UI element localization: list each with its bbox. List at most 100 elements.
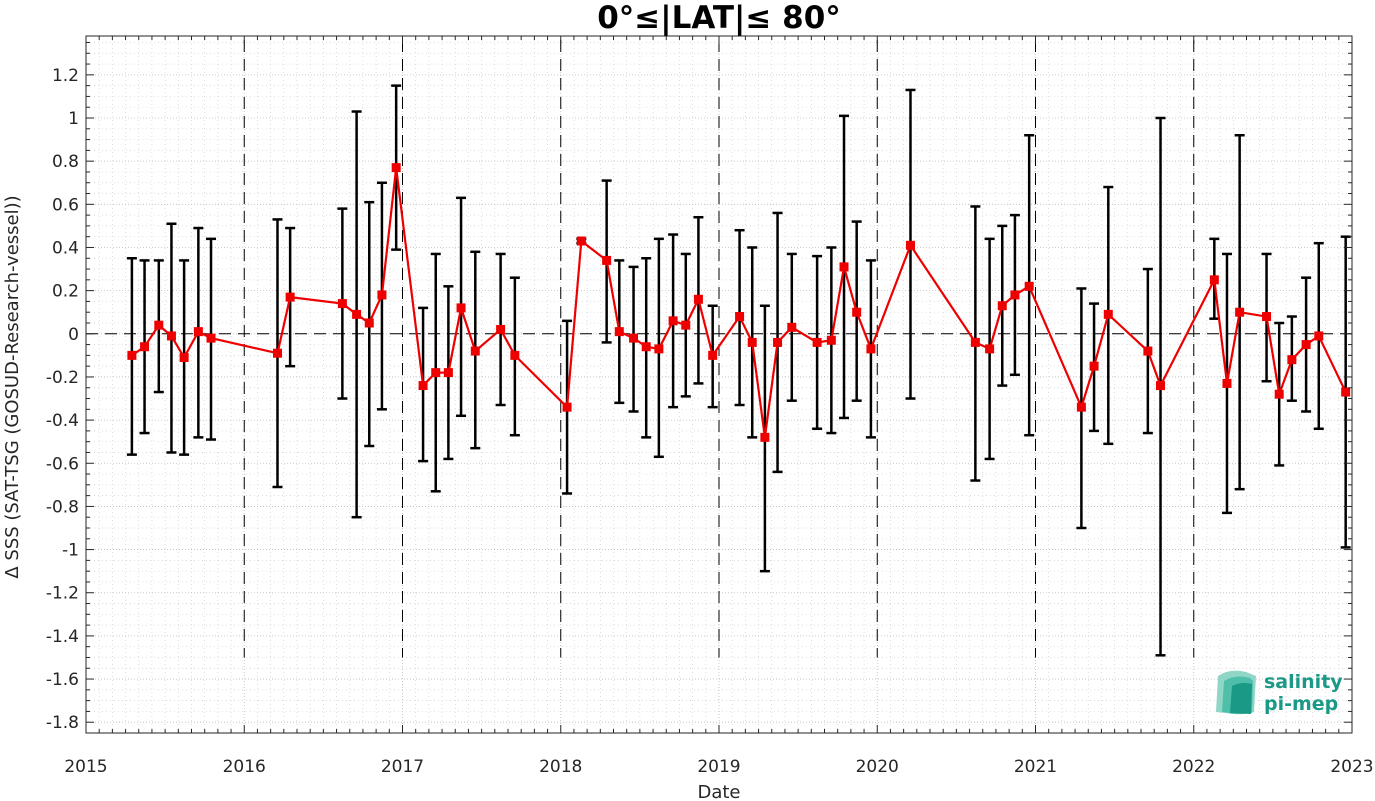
y-tick-label: 1.2 — [52, 66, 79, 86]
x-tick-label: 2020 — [856, 757, 899, 777]
data-point-marker — [852, 307, 862, 317]
data-point-marker — [839, 262, 849, 272]
data-point-marker — [418, 381, 428, 391]
x-tick-label: 2023 — [1330, 757, 1373, 777]
salinity-pi-mep-logo: salinity pi-mep — [1216, 670, 1343, 715]
data-point-marker — [576, 236, 586, 246]
data-point-marker — [285, 292, 295, 302]
y-tick-label: -1 — [62, 541, 79, 561]
data-point-marker — [1103, 309, 1113, 319]
data-point-marker — [614, 327, 624, 337]
y-tick-label: -0.2 — [46, 368, 79, 388]
data-point-marker — [1156, 381, 1166, 391]
x-tick-label: 2017 — [381, 757, 424, 777]
data-point-marker — [735, 312, 745, 322]
logo-text-pi-mep: pi-mep — [1264, 693, 1338, 715]
data-point-marker — [337, 299, 347, 309]
y-tick-label: 0.2 — [52, 282, 79, 302]
data-point-marker — [1076, 402, 1086, 412]
data-markers — [127, 163, 1351, 442]
data-point-marker — [1314, 331, 1324, 341]
data-point-marker — [431, 368, 441, 378]
x-tick-label: 2021 — [1014, 757, 1057, 777]
data-point-marker — [787, 322, 797, 332]
y-tick-label: -1.4 — [46, 627, 79, 647]
y-tick-label: -0.4 — [46, 411, 79, 431]
logo-text-salinity: salinity — [1264, 671, 1343, 693]
data-point-marker — [1287, 355, 1297, 365]
x-tick-label: 2015 — [64, 757, 107, 777]
x-tick-label: 2022 — [1172, 757, 1215, 777]
chart-title: 0°≤|LAT|≤ 80° — [597, 0, 841, 36]
x-tick-label: 2018 — [539, 757, 582, 777]
data-point-marker — [179, 353, 189, 363]
data-point-marker — [1341, 387, 1351, 397]
wave-logo-icon — [1216, 670, 1256, 715]
data-point-marker — [562, 402, 572, 412]
data-point-marker — [641, 342, 651, 352]
data-point-marker — [654, 344, 664, 354]
data-point-marker — [206, 333, 216, 343]
data-point-marker — [1262, 312, 1272, 322]
data-point-marker — [166, 331, 176, 341]
data-point-marker — [1235, 307, 1245, 317]
data-point-marker — [693, 294, 703, 304]
data-point-marker — [1089, 361, 1099, 371]
data-point-marker — [140, 342, 150, 352]
y-tick-label: -1.8 — [46, 713, 79, 733]
data-point-marker — [443, 368, 453, 378]
data-point-marker — [773, 337, 783, 347]
data-point-marker — [1222, 378, 1232, 388]
x-tick-label: 2016 — [223, 757, 266, 777]
y-tick-label: -0.6 — [46, 454, 79, 474]
y-tick-label: -1.6 — [46, 670, 79, 690]
data-point-marker — [866, 344, 876, 354]
data-point-marker — [985, 344, 995, 354]
data-point-marker — [1010, 290, 1020, 300]
data-point-marker — [602, 255, 612, 265]
data-point-marker — [352, 309, 362, 319]
y-tick-label: 0 — [68, 325, 79, 345]
data-point-marker — [154, 320, 164, 330]
data-point-marker — [364, 318, 374, 328]
data-point-marker — [970, 337, 980, 347]
data-point-marker — [193, 327, 203, 337]
data-point-marker — [747, 337, 757, 347]
axis-ticks — [85, 36, 1353, 734]
data-point-marker — [668, 316, 678, 326]
data-point-marker — [708, 350, 718, 360]
data-point-marker — [127, 350, 137, 360]
data-point-marker — [510, 350, 520, 360]
data-point-marker — [391, 163, 401, 173]
data-point-marker — [997, 301, 1007, 311]
data-point-marker — [456, 303, 466, 313]
x-tick-label: 2019 — [697, 757, 740, 777]
data-point-marker — [1143, 346, 1153, 356]
data-point-marker — [681, 320, 691, 330]
y-tick-label: 0.4 — [52, 238, 79, 258]
y-tick-label: 0.6 — [52, 195, 79, 215]
y-tick-label: -0.8 — [46, 497, 79, 517]
data-point-marker — [826, 335, 836, 345]
data-point-marker — [470, 346, 480, 356]
data-point-marker — [1301, 340, 1311, 350]
data-point-marker — [760, 432, 770, 442]
y-axis-label: Δ SSS (SAT-TSG (GOSUD-Research-vessel)) — [2, 195, 23, 578]
data-point-marker — [496, 324, 506, 334]
data-point-marker — [1024, 281, 1034, 291]
data-point-marker — [1209, 275, 1219, 285]
year-separators — [243, 40, 1195, 658]
data-point-marker — [272, 348, 282, 358]
data-point-marker — [377, 290, 387, 300]
data-point-marker — [905, 240, 915, 250]
x-axis-label: Date — [697, 782, 740, 801]
data-point-marker — [1274, 389, 1284, 399]
y-tick-labels: -1.8 -1.6 -1.4 -1.2 -1 -0.8 -0.6 -0.4 -0.2 0 0.2 0.… — [46, 66, 79, 733]
y-tick-label: -1.2 — [46, 584, 79, 604]
data-point-marker — [812, 337, 822, 347]
data-point-marker — [629, 333, 639, 343]
x-tick-labels: 2015 2016 2017 2018 2019 2020 2021 2022 2023 — [64, 757, 1373, 777]
y-tick-label: 0.8 — [52, 152, 79, 172]
y-tick-label: 1 — [68, 109, 79, 129]
